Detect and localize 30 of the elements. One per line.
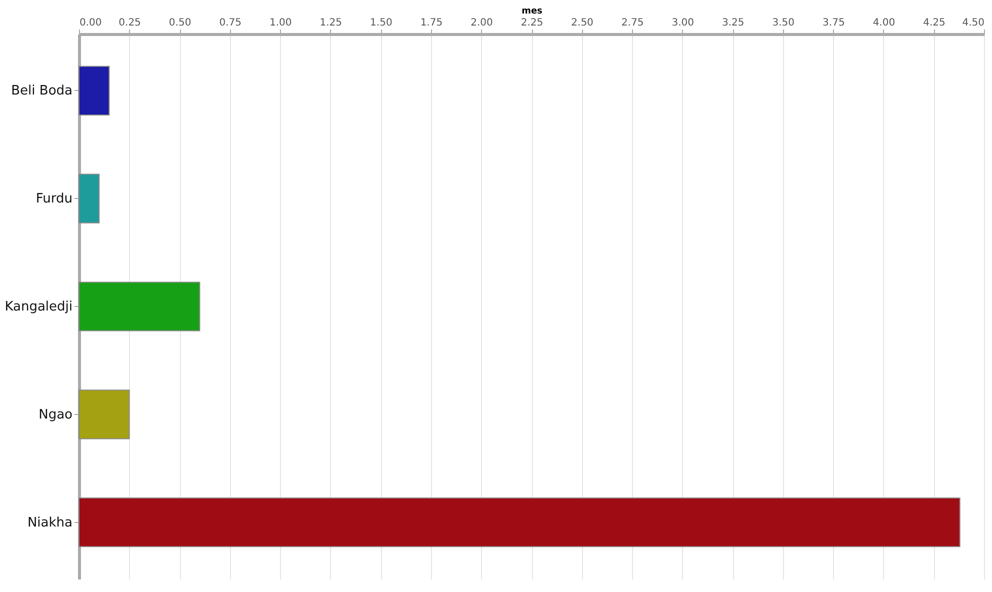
bar	[78, 174, 100, 224]
x-tick-label: 4.50	[962, 18, 984, 28]
y-tick-label: Niakha	[27, 515, 72, 530]
x-tick-label: 2.25	[520, 18, 544, 28]
x-tick-label: 2.50	[571, 18, 594, 28]
bar	[78, 390, 130, 440]
x-tick-label: 1.75	[420, 18, 443, 28]
x-tick-label: 3.00	[672, 18, 694, 28]
x-tick-label: 1.25	[320, 18, 342, 28]
y-tick-label: Kangaledji	[4, 300, 72, 314]
x-tick-label: 0.00	[80, 18, 102, 28]
bar	[78, 498, 960, 548]
x-tick-label: 1.00	[269, 18, 292, 28]
y-tick-label: Beli Boda	[11, 84, 72, 99]
x-tick-label: 3.75	[822, 18, 845, 28]
x-axis-title: mes	[522, 6, 542, 16]
x-tick-label: 2.75	[621, 18, 644, 28]
x-tick-label: 3.50	[772, 18, 795, 28]
x-tick-label: 0.25	[118, 18, 141, 28]
x-tick-label: 0.50	[168, 18, 192, 28]
y-tick-label: Ngao	[38, 407, 73, 422]
x-tick-label: 3.25	[722, 18, 744, 28]
bar	[78, 66, 110, 116]
y-tick-label: Furdu	[36, 192, 72, 207]
x-tick-label: 1.50	[370, 18, 392, 28]
x-tick-label: 2.00	[470, 18, 493, 28]
x-tick-label: 0.75	[219, 18, 242, 28]
bar	[78, 282, 200, 332]
x-tick-label: 4.00	[872, 18, 896, 28]
x-tick-label: 4.25	[923, 18, 946, 28]
